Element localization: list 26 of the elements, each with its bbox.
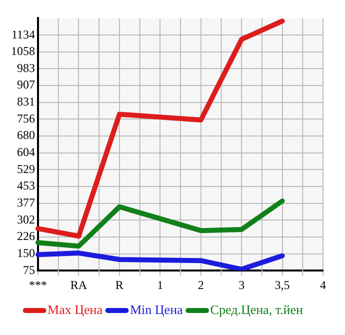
legend-label: Max Цена xyxy=(48,302,103,317)
x-tick-label: RA xyxy=(70,278,88,292)
y-tick-label: 453 xyxy=(17,178,35,193)
legend-label: Сред.Цена, т.йен xyxy=(210,302,304,317)
x-tick-label: R xyxy=(115,278,124,292)
y-tick-label: 302 xyxy=(17,212,35,226)
x-tick-label: 2 xyxy=(198,278,204,292)
y-tick-label: 377 xyxy=(17,196,35,210)
legend-label: Min Цена xyxy=(130,302,184,317)
x-tick-label: 4 xyxy=(320,278,326,292)
y-tick-label: 983 xyxy=(17,60,35,75)
y-tick-label: 226 xyxy=(17,229,35,244)
y-tick-label: 75 xyxy=(23,262,35,277)
y-tick-label: 907 xyxy=(17,78,35,92)
y-tick-label: 529 xyxy=(17,162,35,176)
x-tick-label: *** xyxy=(29,278,47,292)
y-tick-label: 1058 xyxy=(11,44,35,58)
x-tick-label: 3,5 xyxy=(274,278,290,292)
x-tick-label: 3 xyxy=(238,278,245,292)
y-tick-label: 1134 xyxy=(11,27,35,42)
y-tick-label: 604 xyxy=(17,145,35,160)
x-tick-label: 1 xyxy=(157,278,164,292)
y-tick-label: 150 xyxy=(17,246,35,260)
y-tick-label: 831 xyxy=(17,94,35,109)
y-tick-label: 756 xyxy=(17,111,35,126)
y-tick-label: 680 xyxy=(17,128,35,142)
